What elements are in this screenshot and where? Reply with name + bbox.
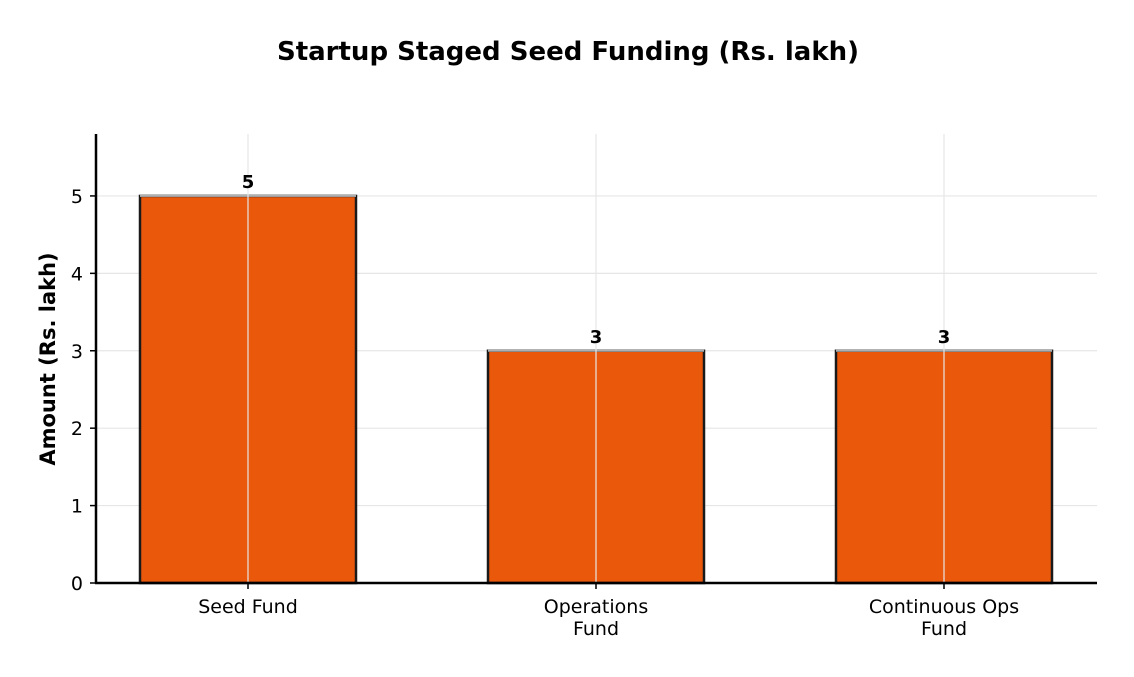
- y-tick-label: 3: [71, 341, 83, 363]
- data-label: 5: [242, 172, 255, 193]
- chart-title: Startup Staged Seed Funding (Rs. lakh): [277, 37, 859, 67]
- x-tick-label: Seed Fund: [198, 596, 298, 618]
- x-tick-label: Fund: [573, 618, 619, 640]
- y-axis-label: Amount (Rs. lakh): [36, 252, 60, 465]
- y-tick-label: 5: [71, 186, 83, 208]
- x-tick-label: Fund: [921, 618, 967, 640]
- data-label: 3: [590, 327, 603, 348]
- y-tick-label: 4: [71, 263, 83, 285]
- vertical-grid-lines: [247, 134, 945, 583]
- x-tick-label: Continuous Ops: [869, 596, 1019, 618]
- y-tick-label: 2: [71, 418, 83, 440]
- x-tick-label: Operations: [544, 596, 648, 618]
- y-tick-labels: 0 1 2 3 4 5: [71, 186, 96, 595]
- data-labels: 5 3 3: [242, 172, 951, 348]
- data-label: 3: [938, 327, 951, 348]
- y-tick-label: 1: [71, 496, 83, 518]
- y-tick-label: 0: [71, 573, 83, 595]
